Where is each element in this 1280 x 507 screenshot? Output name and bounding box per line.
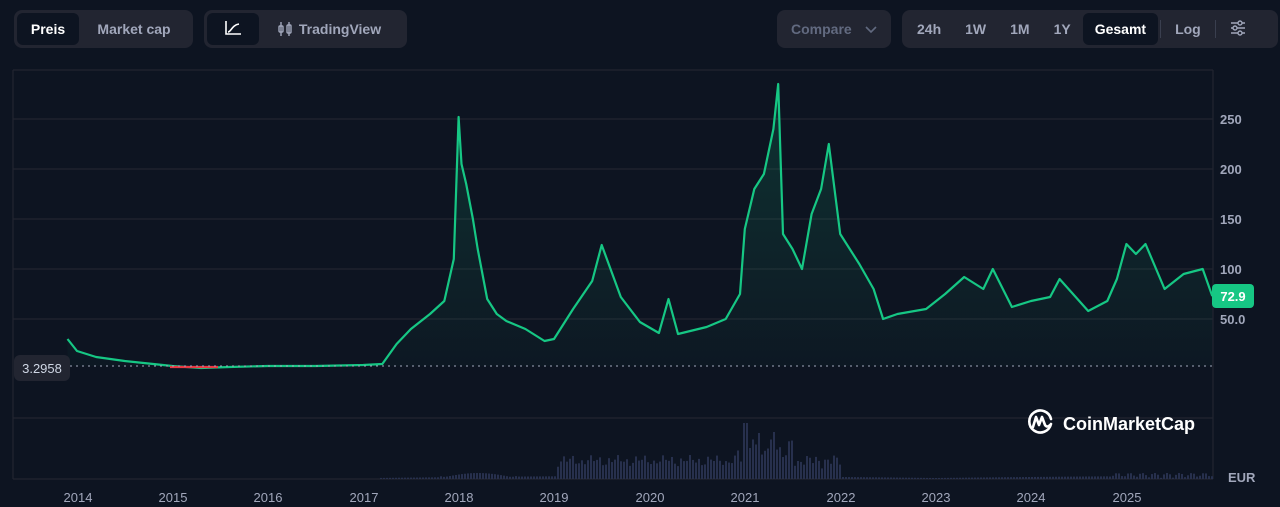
y-tick-250: 250 <box>1220 112 1242 127</box>
currency-label: EUR <box>1228 470 1256 485</box>
coinmarketcap-logo-icon <box>1025 407 1055 442</box>
x-tick: 2023 <box>921 490 951 505</box>
x-tick: 2017 <box>349 490 379 505</box>
x-tick: 2021 <box>730 490 760 505</box>
baseline-price-tag: 3.2958 <box>14 355 70 381</box>
price-chart[interactable] <box>0 60 1280 507</box>
sliders-icon <box>1230 19 1246 39</box>
range-1m[interactable]: 1M <box>1010 21 1030 37</box>
chevron-down-icon <box>865 21 877 37</box>
volume-bars <box>380 423 1213 479</box>
compare-dropdown[interactable]: Compare <box>777 10 891 48</box>
range-1w[interactable]: 1W <box>965 21 987 37</box>
range-all[interactable]: Gesamt <box>1082 13 1159 45</box>
x-tick: 2024 <box>1016 490 1046 505</box>
candlestick-icon <box>277 21 293 37</box>
tradingview-button[interactable]: TradingView <box>259 13 399 45</box>
log-scale-button[interactable]: Log <box>1175 21 1201 37</box>
range-24h[interactable]: 24h <box>917 21 942 37</box>
price-area <box>67 84 1213 368</box>
chart-view-toggle: TradingView <box>204 10 407 48</box>
compare-label: Compare <box>791 21 852 37</box>
watermark-text: CoinMarketCap <box>1063 414 1196 434</box>
tradingview-label: TradingView <box>298 21 382 37</box>
coinmarketcap-watermark: CoinMarketCap <box>1025 407 1195 442</box>
price-line <box>66 82 1214 370</box>
y-tick-150: 150 <box>1220 212 1242 227</box>
chart-settings-button[interactable] <box>1218 13 1258 45</box>
line-chart-button[interactable] <box>207 13 259 45</box>
time-range-toggle: 24h 1W 1M 1Y Gesamt Log <box>902 10 1278 48</box>
y-tick-100: 100 <box>1220 262 1242 277</box>
x-tick: 2016 <box>253 490 283 505</box>
tab-preis[interactable]: Preis <box>17 13 79 45</box>
y-tick-50: 50.0 <box>1220 312 1246 327</box>
tab-market-cap[interactable]: Market cap <box>97 21 171 37</box>
divider <box>1214 20 1216 38</box>
line-chart-icon <box>224 20 242 39</box>
current-price-tag: 72.9 <box>1212 284 1254 308</box>
x-tick: 2025 <box>1112 490 1142 505</box>
range-1y[interactable]: 1Y <box>1053 21 1071 37</box>
x-tick: 2019 <box>539 490 569 505</box>
y-tick-200: 200 <box>1220 162 1242 177</box>
x-tick: 2014 <box>63 490 93 505</box>
x-tick: 2015 <box>158 490 188 505</box>
x-tick: 2020 <box>635 490 665 505</box>
divider <box>1160 20 1162 38</box>
x-tick: 2022 <box>826 490 856 505</box>
price-type-toggle: Preis Market cap <box>14 10 193 48</box>
x-tick: 2018 <box>444 490 474 505</box>
